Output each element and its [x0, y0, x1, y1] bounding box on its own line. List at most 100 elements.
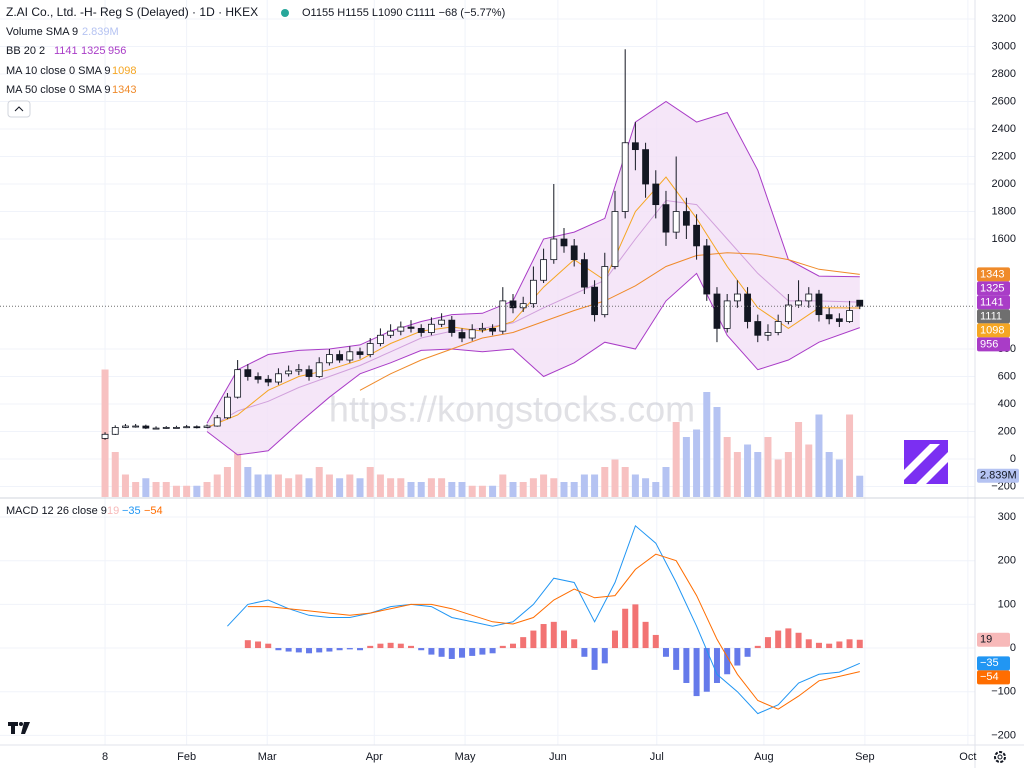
- y-tick-label: −200: [991, 729, 1016, 741]
- candle-body: [111, 427, 119, 435]
- settings-gear[interactable]: [994, 751, 1006, 763]
- y-tick-label: 300: [998, 511, 1016, 523]
- bb-line: [206, 100, 860, 424]
- volume-bar: [580, 474, 588, 497]
- bb-line: [206, 199, 860, 430]
- brand-badge: [904, 440, 948, 484]
- volume-bar: [305, 478, 313, 497]
- volume-bar: [805, 444, 813, 497]
- volume-bar: [244, 467, 252, 497]
- candle-body: [224, 396, 231, 419]
- candle-body: [132, 425, 140, 428]
- macd-histogram-bar: [265, 643, 272, 649]
- candle-body: [356, 351, 364, 355]
- macd-histogram-bar: [255, 641, 262, 649]
- watermark: https://kongstocks.com: [329, 389, 695, 430]
- price-badge: [977, 656, 1010, 671]
- price-badge: [977, 281, 1010, 296]
- price-badge: [977, 337, 1010, 352]
- volume-bar: [376, 474, 384, 497]
- candle-body: [774, 321, 782, 333]
- macd-histogram-bar: [571, 639, 578, 649]
- macd-histogram-bar: [295, 648, 302, 653]
- bb-line: [206, 272, 860, 456]
- macd-histogram-bar: [244, 640, 251, 649]
- legend-value: 956: [108, 45, 126, 57]
- marks: [0, 49, 975, 715]
- volume-bar: [183, 485, 191, 497]
- x-tick-label: Jul: [650, 751, 664, 763]
- candle-body: [744, 293, 751, 322]
- candle-body: [183, 426, 191, 429]
- volume-bar: [489, 485, 497, 497]
- x-tick-label: Mar: [258, 751, 277, 763]
- macd-histogram-bar: [836, 641, 843, 649]
- collapse-button[interactable]: [7, 100, 31, 118]
- macd-histogram-bar: [408, 645, 415, 649]
- candle-body: [856, 299, 864, 307]
- macd-histogram-bar: [306, 648, 313, 654]
- candle-body: [468, 329, 476, 339]
- legend-ma10: MA 10 close 0 SMA 9: [6, 65, 111, 77]
- y-tick-label: 3000: [992, 40, 1016, 52]
- macd-histogram-bar: [744, 648, 751, 657]
- macd-histogram-bar: [336, 648, 343, 651]
- volume-bar: [642, 478, 650, 497]
- volume-bar: [856, 475, 864, 497]
- macd-histogram-bar: [469, 648, 476, 656]
- candle-body: [285, 370, 293, 375]
- macd-histogram-bar: [438, 648, 445, 657]
- candle-body: [336, 354, 344, 361]
- y-tick-label: 1600: [992, 233, 1016, 245]
- y-tick-label: 200: [998, 425, 1016, 437]
- candle-body: [387, 330, 395, 336]
- macd-histogram-bar: [418, 648, 425, 651]
- volume-bar: [387, 478, 395, 497]
- volume-bar: [499, 474, 507, 497]
- candle-body: [448, 319, 456, 333]
- volume-bar: [693, 429, 701, 497]
- macd-histogram-bar: [662, 648, 669, 657]
- legend-bb: BB 20 2: [6, 45, 45, 57]
- y-tick-label: 2200: [992, 150, 1016, 162]
- price-badge: [977, 670, 1010, 685]
- volume-bar: [509, 482, 517, 497]
- macd-histogram-bar: [550, 621, 557, 649]
- tv-logo[interactable]: [8, 722, 30, 734]
- macd-histogram-bar: [448, 648, 455, 659]
- candle-body: [631, 142, 639, 151]
- candle-body: [162, 427, 170, 429]
- y-tick-label: 200: [998, 555, 1016, 567]
- y-tick-label: −100: [991, 686, 1016, 698]
- legend-value: 1098: [112, 65, 136, 77]
- macd-histogram-bar: [397, 643, 404, 649]
- macd-histogram-bar: [459, 648, 466, 658]
- price-badge-label: −54: [980, 671, 999, 683]
- x-tick-label: 8: [102, 751, 108, 763]
- legend-value: −35: [122, 505, 141, 517]
- ohlc: O1155 H1155 L1090 C1111 −68 (−5.77%): [302, 7, 505, 19]
- volume-bar: [264, 474, 272, 497]
- candle-body: [275, 373, 282, 383]
- candle-body: [825, 314, 833, 320]
- volume-bar: [111, 452, 119, 497]
- macd-histogram-bar: [367, 645, 374, 649]
- candle-body: [244, 369, 252, 377]
- candle-body: [846, 310, 853, 322]
- volume-bar: [234, 452, 242, 497]
- volume-bar: [550, 478, 558, 497]
- candle-body: [438, 319, 446, 325]
- macd-histogram-bar: [754, 645, 761, 649]
- x-tick-label: Oct: [959, 751, 976, 763]
- macd-histogram-bar: [285, 648, 292, 652]
- volume-bar: [458, 482, 466, 497]
- y-tick-label: 1800: [992, 205, 1016, 217]
- volume-bar: [682, 437, 690, 497]
- volume-bar: [172, 485, 180, 497]
- price-badge: [977, 323, 1010, 338]
- volume-bar: [529, 478, 537, 497]
- price-badge: [977, 632, 1010, 647]
- volume-bar: [203, 482, 211, 497]
- grid: [0, 0, 975, 745]
